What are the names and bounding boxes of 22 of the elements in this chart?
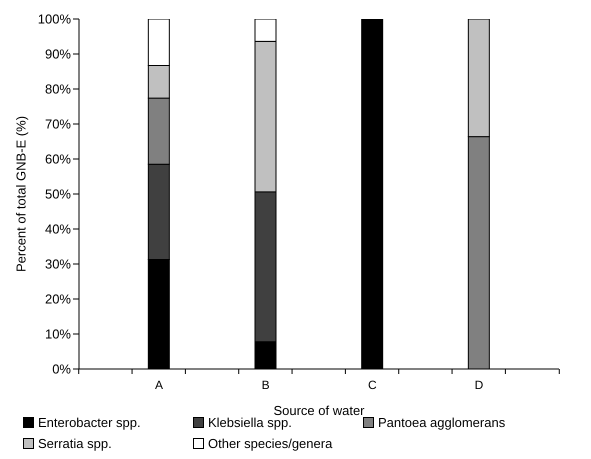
y-tick-label: 70% [44,116,72,132]
x-tick-label: D [474,378,484,392]
y-tick-label: 40% [44,222,72,237]
y-tick-label: 30% [44,256,72,272]
y-tick-label: 0% [52,362,72,377]
legend-label: Klebsiella spp. [208,415,292,430]
x-tick-label: B [262,378,270,392]
y-axis-title: Percent of total GNB-E (%) [14,116,29,272]
legend-label: Other species/genera [208,436,332,451]
y-tick-label: 20% [44,292,72,307]
legend-label: Pantoea agglomerans [378,415,506,430]
y-tick-label: 80% [44,82,72,97]
y-tick-label: 100% [38,12,72,27]
legend-label: Serratia spp. [38,436,112,451]
x-axis-title: Source of water [273,403,366,418]
y-tick-label: 50% [44,186,72,202]
y-tick-label: 60% [44,152,72,167]
y-tick-label: 90% [44,46,72,62]
x-tick-label: A [154,378,164,392]
legend-label: Enterobacter spp. [38,415,141,430]
x-tick-label: C [368,378,377,392]
y-tick-label: 10% [44,326,72,342]
